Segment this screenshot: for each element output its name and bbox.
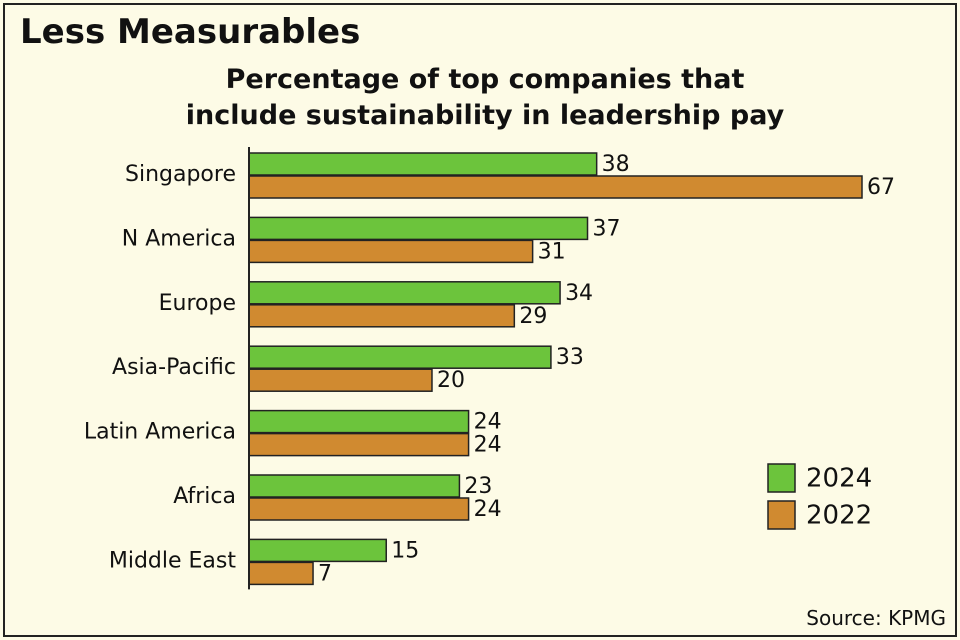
data-label: 24: [474, 497, 502, 522]
bar: [248, 281, 561, 305]
data-label: 31: [538, 239, 566, 264]
bar: [248, 216, 589, 241]
bar: [248, 497, 470, 521]
y-tick-label: Africa: [173, 484, 236, 509]
bar: [248, 239, 534, 264]
data-label: 24: [474, 433, 502, 458]
source-note: Source: KPMG: [806, 606, 946, 630]
data-label: 37: [593, 216, 621, 241]
data-label: 67: [867, 175, 895, 200]
y-tick-label: Latin America: [84, 420, 236, 445]
bar: [248, 152, 598, 176]
bar: [248, 538, 387, 563]
legend-swatch: [767, 463, 796, 493]
data-label: 15: [391, 538, 419, 563]
y-tick-label: Middle East: [109, 548, 237, 573]
legend-label: 2024: [806, 464, 872, 494]
y-tick-label: Singapore: [125, 162, 236, 187]
data-label: 38: [602, 152, 630, 177]
legend-label: 2022: [806, 501, 872, 531]
bar: [248, 409, 470, 434]
legend-swatch: [767, 500, 796, 530]
bar: [248, 474, 461, 498]
bar: [248, 368, 433, 392]
chart-title: Less Measurables: [20, 12, 361, 52]
bar: [248, 304, 516, 328]
data-label: 29: [519, 304, 547, 329]
data-label: 23: [464, 474, 492, 499]
bar: [248, 175, 863, 199]
y-tick-label: Europe: [159, 291, 236, 316]
data-label: 34: [565, 281, 593, 306]
data-label: 33: [556, 345, 584, 370]
data-label: 7: [318, 561, 332, 586]
bar: [248, 345, 552, 369]
chart-subtitle: Percentage of top companies that include…: [185, 64, 785, 131]
y-tick-label: N America: [122, 226, 236, 251]
data-label: 20: [437, 368, 465, 393]
data-label: 24: [474, 410, 502, 435]
y-tick-label: Asia-Pacific: [112, 355, 236, 380]
bar: [248, 561, 314, 586]
bar: [248, 432, 470, 457]
